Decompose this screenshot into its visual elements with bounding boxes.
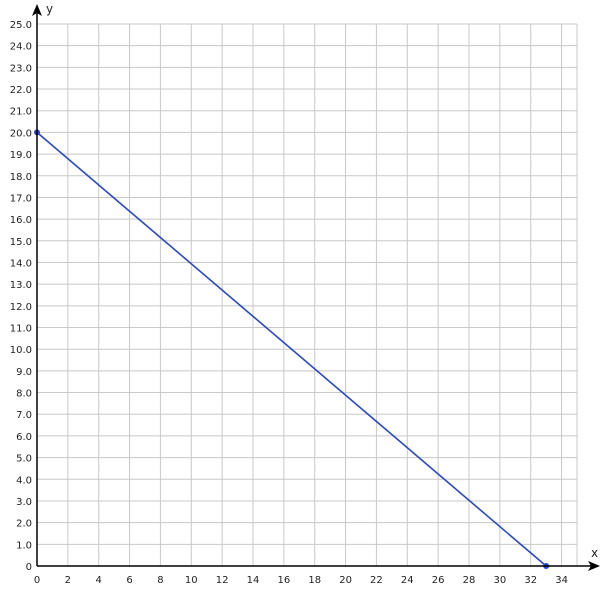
x-tick-label: 34	[555, 575, 568, 586]
y-tick-label: 9.0	[16, 367, 32, 378]
x-tick-label: 28	[463, 575, 476, 586]
x-tick-label: 14	[247, 575, 260, 586]
y-tick-label: 10.0	[10, 345, 32, 356]
y-tick-label: 13.0	[10, 280, 32, 291]
y-tick-label: 1.0	[16, 540, 32, 551]
x-tick-label: 18	[308, 575, 321, 586]
y-tick-label: 3.0	[16, 497, 32, 508]
x-tick-label: 32	[524, 575, 537, 586]
y-tick-label: 21.0	[10, 107, 32, 118]
y-tick-label: 2.0	[16, 519, 32, 530]
y-tick-label: 18.0	[10, 172, 32, 183]
x-tick-label: 24	[401, 575, 414, 586]
x-tick-label: 12	[216, 575, 229, 586]
y-tick-label: 7.0	[16, 410, 32, 421]
y-tick-label: 14.0	[10, 258, 32, 269]
y-tick-label: 11.0	[10, 324, 32, 335]
x-tick-label: 26	[432, 575, 445, 586]
x-tick-label: 30	[493, 575, 506, 586]
x-tick-label: 8	[157, 575, 163, 586]
x-tick-label: 2	[65, 575, 71, 586]
y-tick-label: 16.0	[10, 215, 32, 226]
y-axis-arrow-icon	[32, 4, 42, 16]
y-tick-label: 5.0	[16, 454, 32, 465]
y-tick-label: 8.0	[16, 389, 32, 400]
x-tick-label: 0	[34, 575, 40, 586]
y-tick-label: 25.0	[10, 20, 32, 31]
y-tick-label: 6.0	[16, 432, 32, 443]
y-tick-label: 23.0	[10, 63, 32, 74]
y-tick-label: 17.0	[10, 193, 32, 204]
x-axis-arrow-icon	[588, 561, 600, 571]
y-tick-label: 24.0	[10, 42, 32, 53]
x-tick-label: 20	[339, 575, 352, 586]
y-tick-label: 12.0	[10, 302, 32, 313]
x-tick-label: 10	[185, 575, 198, 586]
y-tick-label: 19.0	[10, 150, 32, 161]
y-tick-label: 4.0	[16, 475, 32, 486]
y-tick-label: 0	[26, 562, 32, 573]
x-axis-label: x	[591, 546, 598, 560]
y-tick-label: 20.0	[10, 128, 32, 139]
x-tick-label: 4	[96, 575, 102, 586]
y-tick-label: 15.0	[10, 237, 32, 248]
x-tick-label: 22	[370, 575, 383, 586]
grid	[36, 23, 578, 567]
tick-labels: 0 2 4 6 8 10 12 14 16 18 20 22 24 26 28 30 32 3401.02.03.…	[10, 20, 568, 586]
y-tick-label: 22.0	[10, 85, 32, 96]
x-tick-label: 6	[126, 575, 132, 586]
y-axis-label: y	[46, 2, 53, 16]
series-line	[36, 131, 547, 567]
x-tick-label: 16	[277, 575, 290, 586]
